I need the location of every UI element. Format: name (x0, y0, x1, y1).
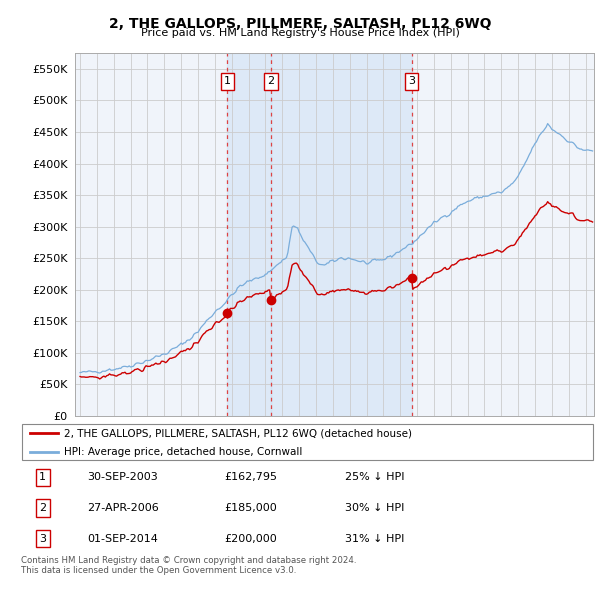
Text: £185,000: £185,000 (224, 503, 277, 513)
Text: 01-SEP-2014: 01-SEP-2014 (87, 533, 158, 543)
Text: 3: 3 (408, 77, 415, 87)
Text: £162,795: £162,795 (224, 473, 277, 483)
Text: 27-APR-2006: 27-APR-2006 (87, 503, 158, 513)
Text: HPI: Average price, detached house, Cornwall: HPI: Average price, detached house, Corn… (64, 447, 302, 457)
Text: 3: 3 (39, 533, 46, 543)
Text: 2: 2 (268, 77, 275, 87)
Text: Contains HM Land Registry data © Crown copyright and database right 2024.: Contains HM Land Registry data © Crown c… (21, 556, 356, 565)
Text: £200,000: £200,000 (224, 533, 277, 543)
Bar (227, 53, 271, 416)
Text: 2, THE GALLOPS, PILLMERE, SALTASH, PL12 6WQ (detached house): 2, THE GALLOPS, PILLMERE, SALTASH, PL12 … (64, 428, 412, 438)
Text: This data is licensed under the Open Government Licence v3.0.: This data is licensed under the Open Gov… (21, 566, 296, 575)
Bar (271, 53, 412, 416)
Text: 2, THE GALLOPS, PILLMERE, SALTASH, PL12 6WQ: 2, THE GALLOPS, PILLMERE, SALTASH, PL12 … (109, 17, 491, 31)
Text: 31% ↓ HPI: 31% ↓ HPI (345, 533, 404, 543)
Text: 2: 2 (39, 503, 46, 513)
Text: Price paid vs. HM Land Registry's House Price Index (HPI): Price paid vs. HM Land Registry's House … (140, 28, 460, 38)
FancyBboxPatch shape (22, 424, 593, 460)
Text: 30-SEP-2003: 30-SEP-2003 (87, 473, 158, 483)
Text: 30% ↓ HPI: 30% ↓ HPI (345, 503, 404, 513)
Text: 25% ↓ HPI: 25% ↓ HPI (345, 473, 404, 483)
Text: 1: 1 (39, 473, 46, 483)
Text: 1: 1 (224, 77, 231, 87)
